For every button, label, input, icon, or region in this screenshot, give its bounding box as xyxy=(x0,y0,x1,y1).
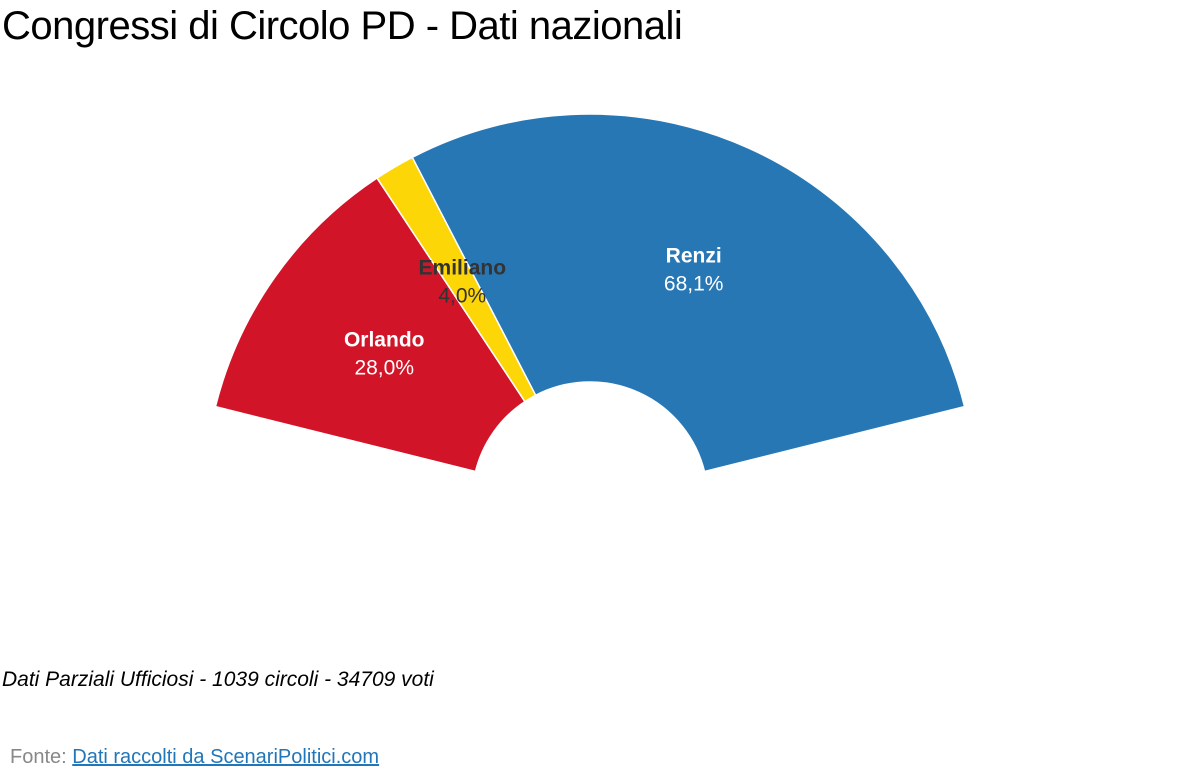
slice-label-orlando: Orlando 28,0% xyxy=(344,329,425,380)
slice-orlando[interactable] xyxy=(214,177,526,473)
slice-value-renzi: 68,1% xyxy=(664,272,724,295)
slice-name-renzi: Renzi xyxy=(666,244,722,267)
source-line: Fonte: Dati raccolti da ScenariPolitici.… xyxy=(10,746,379,769)
slice-name-emiliano: Emiliano xyxy=(419,257,507,280)
chart-title: Congressi di Circolo PD - Dati nazionali xyxy=(2,4,683,48)
slice-renzi[interactable] xyxy=(411,113,966,473)
source-link[interactable]: Dati raccolti da ScenariPolitici.com xyxy=(72,746,380,768)
source-prefix: Fonte: xyxy=(10,746,67,768)
slice-value-orlando: 28,0% xyxy=(354,357,414,380)
slice-name-orlando: Orlando xyxy=(344,329,425,352)
slice-label-renzi: Renzi 68,1% xyxy=(664,244,724,295)
slice-value-emiliano: 4,0% xyxy=(438,285,486,308)
data-note: Dati Parziali Ufficiosi - 1039 circoli -… xyxy=(2,668,434,691)
semi-donut-chart: Orlando 28,0% Emiliano 4,0% Renzi 68,1% xyxy=(214,113,966,473)
slice-label-emiliano: Emiliano 4,0% xyxy=(419,257,507,308)
